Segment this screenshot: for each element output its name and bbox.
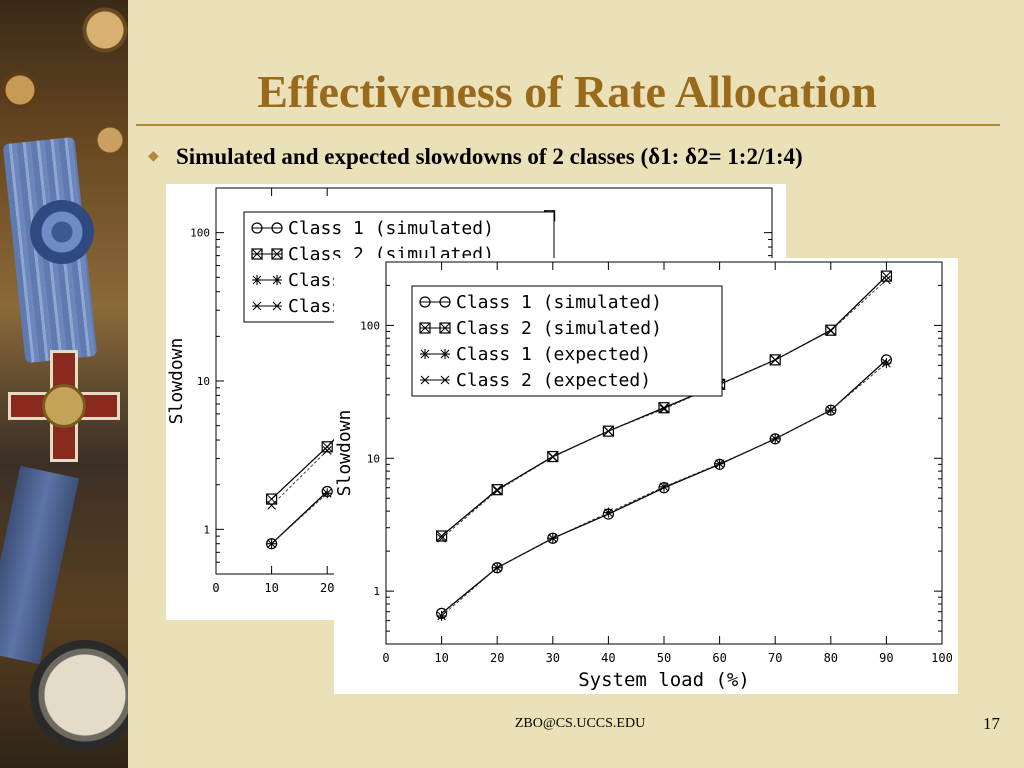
medal-cross-icon	[8, 350, 120, 462]
back-point-s3	[266, 538, 277, 549]
front-point-s4	[659, 404, 669, 414]
front-legend-marker	[419, 296, 431, 308]
front-series-3	[436, 358, 892, 621]
front-legend-entry: Class 2 (expected)	[456, 370, 651, 391]
ribbon-rosette	[30, 200, 94, 264]
front-y-tick-label: 1	[373, 585, 380, 598]
front-point-s2	[491, 484, 503, 496]
front-legend: Class 1 (simulated) Class 2 (simulated) Cl…	[411, 285, 723, 397]
front-x-tick-label: 20	[490, 651, 504, 665]
front-point-s4	[437, 533, 446, 543]
front-x-tick-label: 0	[382, 651, 389, 665]
back-point-s2	[321, 441, 333, 453]
back-x-tick-label: 20	[320, 581, 334, 595]
front-legend-marker	[419, 322, 431, 334]
front-legend-marker	[420, 349, 430, 359]
chart-front: 1 10 100 0 10 20 30 40 50 60 70 80 90 100 Slowdown Syst…	[334, 258, 958, 694]
front-y-axis-label: Slowdown	[334, 410, 355, 497]
page-number: 17	[983, 714, 1000, 733]
back-point-s4	[267, 501, 276, 510]
back-point-s4	[322, 446, 332, 455]
front-point-s4	[826, 326, 836, 336]
back-legend-entry: Class 1 (simulated)	[288, 218, 494, 239]
front-point-s3	[825, 405, 836, 416]
front-y-tick-label: 100	[360, 319, 380, 332]
front-x-tick-label: 30	[546, 651, 560, 665]
front-legend-box	[411, 285, 723, 397]
front-y-tick-label: 10	[367, 452, 380, 465]
front-legend-entry: Class 1 (simulated)	[456, 292, 662, 313]
back-legend-marker	[272, 275, 282, 285]
front-x-tick-label: 90	[879, 651, 893, 665]
back-x-tick-label: 0	[212, 581, 219, 595]
front-series-line-3	[441, 362, 887, 617]
front-x-tick-label: 40	[601, 651, 615, 665]
front-x-tick-label: 10	[434, 651, 448, 665]
back-legend-marker	[271, 222, 283, 234]
front-x-axis-label: System load (%)	[578, 669, 750, 691]
front-x-tick-label: 50	[657, 651, 671, 665]
front-point-s4	[548, 452, 558, 462]
back-y-tick-label: 10	[197, 375, 210, 388]
compass-icon	[30, 640, 128, 750]
front-point-s2	[658, 402, 670, 414]
front-legend-marker	[440, 375, 450, 385]
front-x-tick-label: 60	[712, 651, 726, 665]
front-point-s3	[714, 458, 725, 469]
back-legend-marker	[252, 301, 262, 311]
front-x-tick-label: 70	[768, 651, 782, 665]
front-series-line-4	[441, 279, 887, 539]
slide-title: Effectiveness of Rate Allocation	[257, 66, 877, 117]
back-series-3	[266, 488, 333, 549]
ribbon-strap	[0, 465, 80, 665]
front-y-axis: 1 10 100	[360, 261, 942, 645]
front-point-s4	[770, 355, 780, 365]
bullet-text: Simulated and expected slowdowns of 2 cl…	[176, 144, 803, 169]
front-point-s3	[492, 562, 503, 573]
back-x-tick-label: 10	[264, 581, 278, 595]
back-legend-marker	[272, 301, 282, 311]
back-y-axis: 1 10 100	[190, 187, 772, 575]
decorative-side-image	[0, 0, 128, 768]
front-point-s2	[880, 270, 893, 282]
front-point-s3	[659, 481, 669, 492]
front-point-s3	[436, 610, 447, 621]
back-series-line-4	[271, 450, 328, 506]
front-legend-entry: Class 1 (expected)	[456, 344, 651, 365]
front-legend-marker	[439, 322, 451, 334]
front-legend-marker	[440, 349, 450, 359]
front-point-s3	[547, 533, 558, 544]
front-legend-entry: Class 2 (simulated)	[456, 318, 662, 339]
back-legend-marker	[252, 275, 262, 285]
title-divider	[136, 124, 1000, 126]
front-x-tick-label: 80	[824, 651, 838, 665]
front-x-axis: 0 10 20 30 40 50 60 70 80 90 100	[382, 262, 953, 665]
footer-text: ZBO@CS.UCCS.EDU	[514, 716, 646, 731]
back-legend-marker	[251, 248, 263, 260]
back-legend-marker	[251, 222, 263, 234]
front-point-s3	[881, 358, 892, 369]
front-point-s4	[492, 486, 502, 496]
front-point-s4	[604, 426, 613, 436]
back-legend-marker	[271, 248, 283, 260]
back-y-axis-label: Slowdown	[166, 338, 187, 425]
front-point-s3	[603, 507, 614, 518]
front-legend-marker	[439, 296, 451, 308]
front-x-tick-label: 100	[931, 651, 953, 665]
front-point-s3	[770, 433, 781, 444]
back-series-line-3	[271, 492, 328, 545]
back-point-s3	[322, 488, 333, 499]
back-y-tick-label: 1	[203, 523, 210, 536]
back-series-4	[267, 446, 332, 510]
chart-front-svg: 1 10 100 0 10 20 30 40 50 60 70 80 90 100 Slowdown Syst…	[334, 261, 953, 691]
back-x-axis: 0 10 20	[212, 188, 334, 595]
front-point-s2	[435, 530, 448, 542]
bullet-diamond-icon: ◆	[148, 149, 159, 164]
back-y-tick-label: 100	[190, 227, 210, 240]
front-legend-marker	[420, 375, 430, 385]
front-point-s4	[882, 275, 891, 285]
